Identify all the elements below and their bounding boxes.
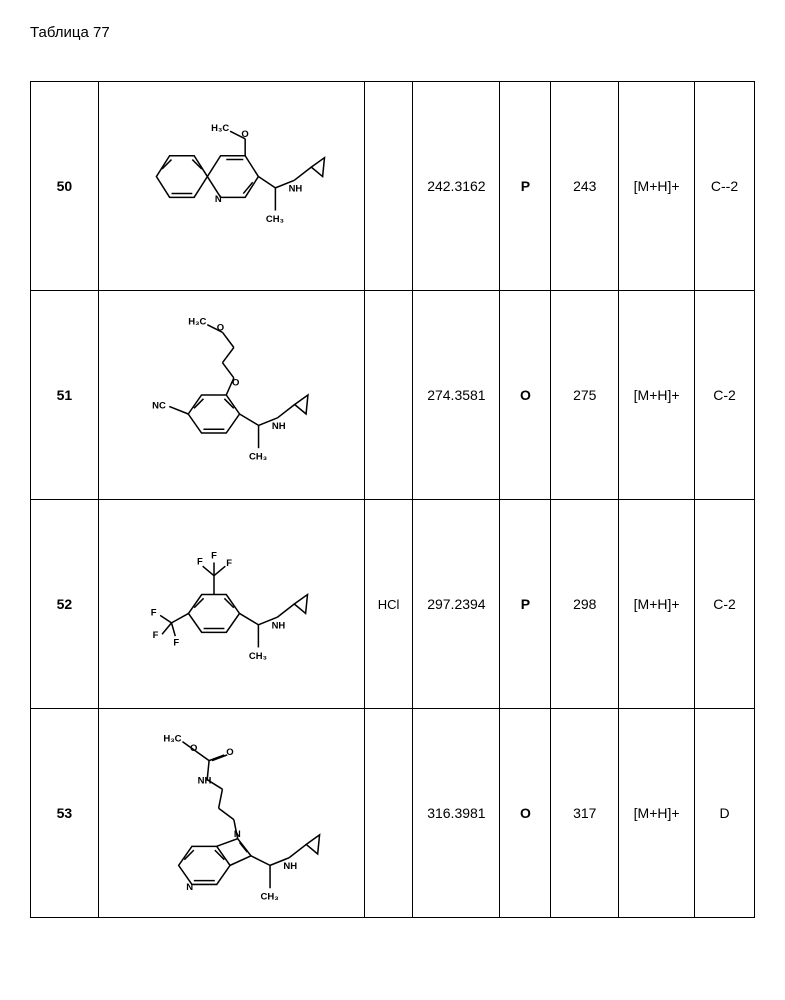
svg-text:O: O (217, 322, 224, 333)
cell-ion: [M+H]+ (619, 291, 695, 500)
svg-text:F: F (153, 630, 159, 641)
cell-salt: HCl (364, 500, 413, 709)
table-row: 52 (31, 500, 755, 709)
svg-text:H₃C: H₃C (189, 317, 207, 328)
cell-ion: [M+H]+ (619, 709, 695, 918)
cell-polarity: P (500, 500, 551, 709)
svg-text:NH: NH (198, 775, 212, 786)
cell-polarity: O (500, 291, 551, 500)
cell-id: 50 (31, 82, 99, 291)
svg-text:H₃C: H₃C (211, 123, 229, 134)
svg-text:N: N (234, 829, 241, 840)
cell-structure: H₃C O O NC NH CH₃ (98, 291, 364, 500)
svg-text:N: N (187, 882, 194, 893)
cell-structure: H₃C O O NH N N NH CH₃ (98, 709, 364, 918)
cell-ion: [M+H]+ (619, 82, 695, 291)
cell-ms: 317 (551, 709, 619, 918)
cell-molweight: 242.3162 (413, 82, 500, 291)
svg-text:CH₃: CH₃ (249, 651, 267, 662)
svg-text:F: F (197, 556, 203, 567)
cell-molweight: 274.3581 (413, 291, 500, 500)
svg-text:NH: NH (284, 861, 298, 872)
cell-salt (364, 709, 413, 918)
cell-method: C-2 (695, 500, 755, 709)
cell-id: 51 (31, 291, 99, 500)
cell-molweight: 297.2394 (413, 500, 500, 709)
svg-text:NC: NC (152, 400, 166, 411)
svg-text:F: F (211, 551, 217, 562)
svg-text:NH: NH (289, 184, 303, 195)
svg-text:NH: NH (272, 421, 286, 432)
cell-ms: 298 (551, 500, 619, 709)
cell-method: D (695, 709, 755, 918)
svg-text:O: O (232, 378, 239, 389)
svg-text:H₃C: H₃C (164, 734, 182, 745)
cell-ion: [M+H]+ (619, 500, 695, 709)
cell-salt (364, 82, 413, 291)
svg-text:NH: NH (272, 621, 286, 632)
svg-text:F: F (151, 607, 157, 618)
svg-text:CH₃: CH₃ (249, 452, 267, 463)
table-row: 53 (31, 709, 755, 918)
table-row: 50 (31, 82, 755, 291)
cell-structure: H₃C O N NH CH₃ (98, 82, 364, 291)
cell-polarity: O (500, 709, 551, 918)
compound-table: 50 (30, 81, 755, 918)
cell-salt (364, 291, 413, 500)
cell-ms: 243 (551, 82, 619, 291)
cell-ms: 275 (551, 291, 619, 500)
cell-id: 52 (31, 500, 99, 709)
cell-polarity: P (500, 82, 551, 291)
table-row: 51 (31, 291, 755, 500)
svg-text:F: F (174, 638, 180, 649)
svg-text:O: O (242, 129, 249, 140)
svg-text:O: O (227, 747, 234, 758)
cell-structure: F F F F F F NH CH₃ (98, 500, 364, 709)
cell-method: C-2 (695, 291, 755, 500)
svg-text:F: F (227, 558, 233, 569)
cell-molweight: 316.3981 (413, 709, 500, 918)
svg-text:CH₃: CH₃ (266, 214, 284, 225)
svg-text:N: N (215, 194, 222, 205)
svg-text:CH₃: CH₃ (261, 892, 279, 903)
svg-text:O: O (190, 743, 197, 754)
cell-id: 53 (31, 709, 99, 918)
table-title: Таблица 77 (30, 24, 755, 41)
cell-method: C--2 (695, 82, 755, 291)
